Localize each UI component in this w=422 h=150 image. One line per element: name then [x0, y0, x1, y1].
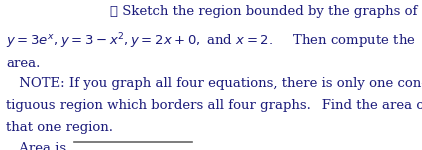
Text: that one region.: that one region.: [6, 122, 114, 135]
Text: tiguous region which borders all four graphs.  Find the area of: tiguous region which borders all four gr…: [6, 99, 422, 112]
Text: Area is: Area is: [6, 142, 71, 150]
Text: ❘ Sketch the region bounded by the graphs of: ❘ Sketch the region bounded by the graph…: [111, 4, 418, 18]
Text: $y = 3e^{x}, y = 3-x^{2}, y = 2x+0,$ and $x=2.$  Then compute the: $y = 3e^{x}, y = 3-x^{2}, y = 2x+0,$ and…: [6, 32, 416, 51]
Text: NOTE: If you graph all four equations, there is only one con-: NOTE: If you graph all four equations, t…: [6, 76, 422, 90]
Text: area.: area.: [6, 57, 41, 70]
